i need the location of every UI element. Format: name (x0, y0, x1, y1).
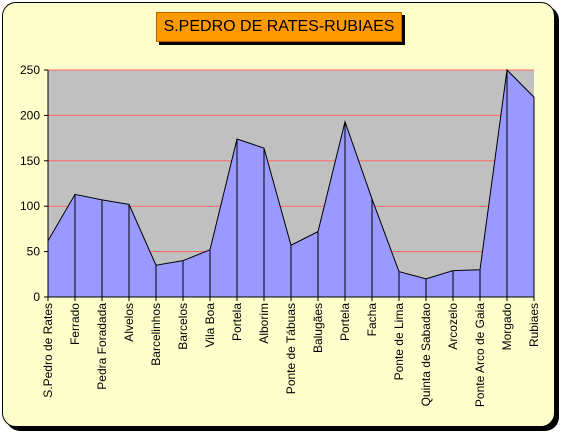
series-layer (47, 68, 535, 298)
x-tick-label: Vila Boa (203, 303, 217, 348)
y-tick-label: 250 (20, 63, 40, 77)
x-tick-label: Alborim (257, 303, 271, 344)
y-tick-label: 100 (20, 199, 40, 213)
x-tick-label: Ponte de Tábuas (284, 303, 298, 394)
x-tick-label: Portela (230, 303, 244, 341)
x-tick-label: S.Pedro de Rates (41, 303, 55, 398)
y-tick-label: 200 (20, 108, 40, 122)
x-tick-labels: S.Pedro de Rates Ferrado Pedra Foradada Alv… (41, 303, 541, 407)
x-tick-label: Barcelos (176, 303, 190, 350)
y-tick-label: 0 (33, 290, 40, 304)
x-tick-label: Ponte de Lima (392, 303, 406, 381)
x-tick-label: Morgado (500, 303, 514, 351)
x-tick-label: Ponte Arco de Gaia (473, 303, 487, 407)
x-tick-label: Balugães (311, 303, 325, 353)
y-tick-label: 50 (27, 245, 41, 259)
chart-title: S.PEDRO DE RATES-RUBIAES (156, 12, 402, 42)
x-tick-label: Quinta de Sabadao (419, 303, 433, 407)
y-tick-label: 150 (20, 154, 40, 168)
x-tick-label: Arcozelo (446, 303, 460, 350)
x-tick-label: Facha (365, 303, 379, 337)
x-tick-label: Barcelinhos (149, 303, 163, 366)
x-tick-label: Alvelos (122, 303, 136, 342)
x-tick-label: Pedra Foradada (95, 303, 109, 390)
x-tick-label: Portela (338, 303, 352, 341)
axes (44, 69, 535, 301)
y-tick-labels: 0 50 100 150 200 250 (20, 63, 40, 304)
x-tick-label: Ferrado (68, 303, 82, 345)
x-tick-label: Rubiaes (527, 303, 541, 347)
